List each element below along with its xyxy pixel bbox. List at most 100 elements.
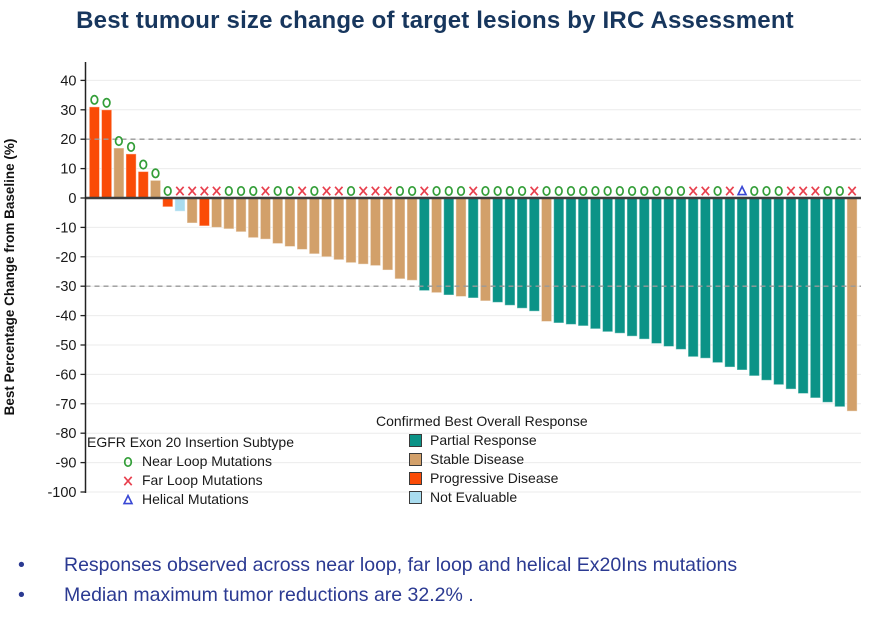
y-tick-label: -20: [56, 250, 77, 266]
bar-19: [308, 197, 320, 255]
bar-15: [259, 197, 272, 240]
far-marker-icon: [123, 475, 133, 486]
far-loop-marker-icon: [212, 186, 221, 196]
bar-3: [113, 147, 125, 199]
far-loop-marker-icon: [811, 186, 820, 196]
color-swatch-icon: [409, 434, 422, 447]
y-tick-label: -30: [56, 279, 77, 295]
bar-52: [712, 197, 724, 364]
bar-40: [565, 197, 577, 325]
far-loop-marker-icon: [701, 186, 710, 196]
far-loop-marker-icon: [297, 186, 307, 196]
near-loop-marker-icon: [493, 185, 502, 197]
legend-item-ne: Not Evaluable: [409, 488, 588, 507]
bar-56: [760, 197, 773, 381]
bar-10: [198, 197, 210, 227]
bar-46: [638, 197, 650, 340]
bar-25: [382, 197, 394, 271]
bullet-text: Median maximum tumor reductions are 32.2…: [64, 584, 474, 606]
bar-39: [553, 197, 565, 324]
bar-41: [577, 197, 589, 327]
color-swatch-icon: [409, 472, 422, 485]
far-loop-marker-icon: [420, 186, 429, 196]
bar-57: [773, 197, 785, 386]
near-loop-marker-icon: [603, 185, 612, 197]
bar-12: [223, 197, 235, 230]
far-loop-marker-icon: [383, 186, 393, 196]
bar-54: [736, 197, 748, 371]
legend-best-response: Confirmed Best Overall Response Partial …: [376, 412, 588, 507]
y-tick-label: 30: [60, 103, 76, 119]
bar-31: [455, 197, 467, 297]
bar-51: [699, 197, 711, 359]
legend-item-pr: Partial Response: [409, 431, 588, 450]
far-loop-marker-icon: [175, 186, 185, 196]
bullet-item: • Responses observed across near loop, f…: [16, 553, 864, 577]
near-loop-marker-icon: [481, 185, 490, 197]
bar-2: [101, 109, 113, 199]
near-loop-marker-icon: [579, 185, 588, 197]
bar-17: [284, 197, 296, 248]
near-loop-marker-icon: [640, 185, 649, 197]
far-loop-marker-icon: [847, 186, 857, 196]
bar-18: [296, 197, 308, 250]
bar-35: [504, 197, 516, 306]
bar-29: [430, 197, 443, 294]
near-loop-marker-icon: [273, 185, 282, 197]
far-loop-marker-icon: [322, 186, 331, 196]
legend-item-label: Progressive Disease: [430, 470, 559, 486]
bar-43: [602, 197, 614, 333]
bar-28: [418, 197, 430, 292]
bar-49: [675, 197, 687, 350]
bullet-dot-icon: •: [18, 554, 25, 576]
bar-7: [162, 197, 174, 208]
legend-item-label: Far Loop Mutations: [142, 472, 263, 488]
bullet-item: • Median maximum tumor reductions are 32…: [16, 583, 864, 607]
near-loop-marker-icon: [554, 185, 563, 197]
far-loop-marker-icon: [187, 186, 197, 196]
near-loop-marker-icon: [505, 185, 515, 197]
legend-item-label: Stable Disease: [430, 451, 525, 467]
y-axis-title: Best Percentage Change from Baseline (%): [2, 139, 17, 416]
bar-27: [406, 197, 418, 281]
legend-item-label: Not Evaluable: [430, 489, 518, 505]
y-tick-label: -90: [56, 456, 77, 472]
bar-5: [137, 171, 149, 199]
bar-58: [785, 197, 797, 390]
bar-23: [357, 197, 369, 265]
y-tick-label: -10: [56, 220, 77, 236]
bar-6: [149, 179, 162, 199]
bar-42: [589, 197, 602, 330]
far-loop-marker-icon: [529, 186, 539, 196]
bar-33: [479, 197, 492, 302]
bar-24: [369, 197, 382, 267]
near-loop-marker-icon: [139, 159, 148, 170]
color-swatch-icon: [409, 453, 422, 466]
bar-59: [797, 197, 809, 395]
near-loop-marker-icon: [444, 185, 453, 197]
far-loop-marker-icon: [786, 186, 796, 196]
y-tick-label: -40: [56, 309, 77, 325]
far-loop-marker-icon: [468, 186, 478, 196]
near-loop-marker-icon: [249, 185, 258, 197]
bar-16: [272, 197, 284, 245]
helical-marker-icon: [122, 493, 134, 504]
near-loop-marker-icon: [163, 185, 172, 197]
bar-30: [443, 197, 455, 296]
y-tick-label: -60: [56, 367, 77, 383]
near-loop-marker-icon: [591, 185, 600, 197]
legend-item-label: Helical Mutations: [142, 491, 249, 507]
bar-13: [235, 197, 247, 233]
y-tick-label: -50: [56, 338, 77, 354]
bar-36: [516, 197, 528, 309]
near-loop-marker-icon: [762, 185, 771, 197]
near-loop-marker-icon: [126, 141, 136, 152]
near-loop-marker-icon: [652, 185, 661, 197]
legend-item-label: Partial Response: [430, 432, 537, 448]
legend-item-pd: Progressive Disease: [409, 469, 588, 488]
y-tick-label: 0: [68, 191, 76, 207]
summary-bullets: • Responses observed across near loop, f…: [16, 553, 864, 613]
near-loop-marker-icon: [456, 185, 466, 197]
bar-44: [614, 197, 626, 334]
